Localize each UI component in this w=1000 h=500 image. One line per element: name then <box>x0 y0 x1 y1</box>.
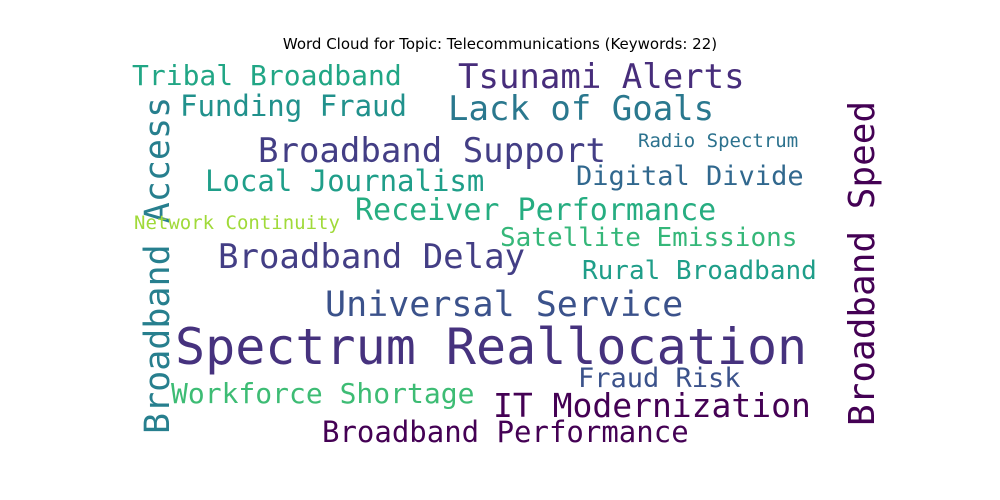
word-broadband-support: Broadband Support <box>258 131 606 171</box>
word-tsunami-alerts: Tsunami Alerts <box>458 57 745 97</box>
word-broadband-speed: Broadband Speed <box>842 100 883 426</box>
word-broadband-delay: Broadband Delay <box>218 237 526 277</box>
word-digital-divide: Digital Divide <box>576 161 804 192</box>
word-network-continuity: Network Continuity <box>134 212 340 234</box>
word-broadband-performance: Broadband Performance <box>322 415 689 449</box>
word-spectrum-reallocation: Spectrum Reallocation <box>175 318 808 376</box>
word-universal-service: Universal Service <box>325 285 684 325</box>
word-it-modernization: IT Modernization <box>493 386 811 425</box>
word-tribal-broadband: Tribal Broadband <box>132 59 402 92</box>
word-radio-spectrum: Radio Spectrum <box>638 130 799 152</box>
word-funding-fraud: Funding Fraud <box>180 89 407 123</box>
word-rural-broadband: Rural Broadband <box>582 256 817 286</box>
word-receiver-performance: Receiver Performance <box>355 193 717 228</box>
word-fraud-risk: Fraud Risk <box>578 363 741 394</box>
word-satellite-emissions: Satellite Emissions <box>500 223 798 253</box>
chart-title: Word Cloud for Topic: Telecommunications… <box>282 35 718 53</box>
word-local-journalism: Local Journalism <box>205 164 485 198</box>
word-lack-of-goals: Lack of Goals <box>448 89 715 129</box>
word-workforce-shortage: Workforce Shortage <box>171 377 475 410</box>
